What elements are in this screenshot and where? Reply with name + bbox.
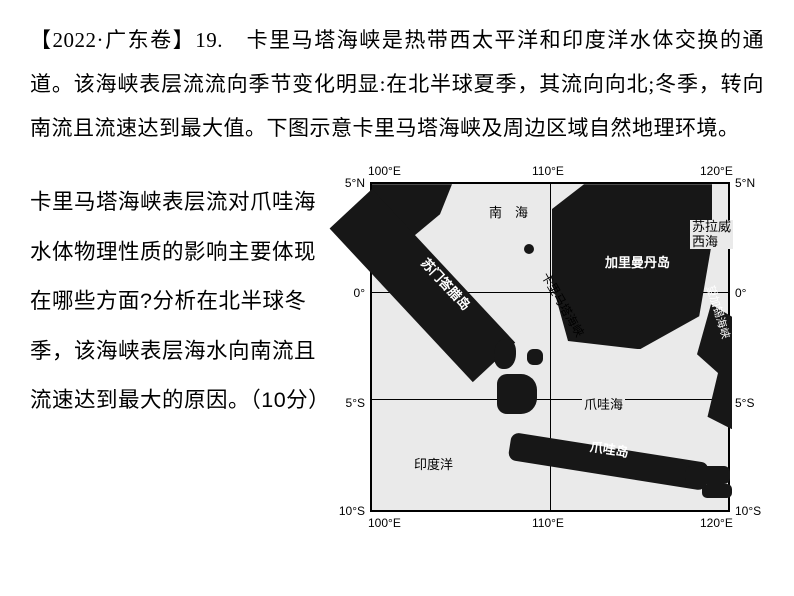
- label-java-sea: 爪哇海: [582, 394, 625, 413]
- question-body: 卡里马塔海峡表层流对爪哇海水体物理性质的影响主要体现在哪些方面?分析在北半球冬季…: [30, 190, 330, 412]
- lat-l-1: 0°: [354, 286, 365, 300]
- question-text: 卡里马塔海峡表层流对爪哇海水体物理性质的影响主要体现在哪些方面?分析在北半球冬季…: [30, 160, 330, 550]
- question-header: 【2022·广东卷】19. 卡里马塔海峡是热带西太平洋和印度洋水体交换的通道。该…: [0, 0, 794, 150]
- lon-bot-1: 110°E: [532, 516, 564, 530]
- label-indian-ocean: 印度洋: [412, 454, 455, 473]
- gridline-h2: [372, 399, 728, 400]
- map-container: 100°E 110°E 120°E 100°E 110°E 120°E 5°N …: [330, 160, 764, 550]
- lon-top-1: 110°E: [532, 164, 564, 178]
- lon-bot-2: 120°E: [700, 516, 733, 530]
- lon-top-0: 100°E: [368, 164, 401, 178]
- map-box: 100°E 110°E 120°E 100°E 110°E 120°E 5°N …: [340, 160, 760, 540]
- lon-top-2: 120°E: [700, 164, 733, 178]
- lon-bot-0: 100°E: [368, 516, 401, 530]
- landmass-sumatra-tip: [497, 374, 537, 414]
- header-text: 【2022·广东卷】19. 卡里马塔海峡是热带西太平洋和印度洋水体交换的通道。该…: [30, 28, 764, 140]
- lat-l-2: 5°S: [346, 396, 365, 410]
- landmass-bangka: [494, 339, 516, 369]
- label-sulawesi-sea: 苏拉威 西海: [690, 220, 733, 249]
- lat-r-3: 10°S: [735, 504, 761, 518]
- label-kalimantan: 加里曼丹岛: [605, 252, 670, 271]
- landmass-natuna: [524, 244, 534, 254]
- landmass-lombok: [702, 484, 732, 498]
- lat-r-0: 5°N: [735, 176, 755, 190]
- lat-l-3: 10°S: [339, 504, 365, 518]
- map-frame: N 南 海: [370, 182, 730, 512]
- landmass-bali: [685, 466, 730, 484]
- main-content: 卡里马塔海峡表层流对爪哇海水体物理性质的影响主要体现在哪些方面?分析在北半球冬季…: [0, 160, 794, 550]
- label-south-china-sea: 南 海: [487, 202, 530, 221]
- lat-l-0: 5°N: [345, 176, 365, 190]
- lat-r-1: 0°: [735, 286, 746, 300]
- landmass-belitung: [527, 349, 543, 365]
- lat-r-2: 5°S: [735, 396, 754, 410]
